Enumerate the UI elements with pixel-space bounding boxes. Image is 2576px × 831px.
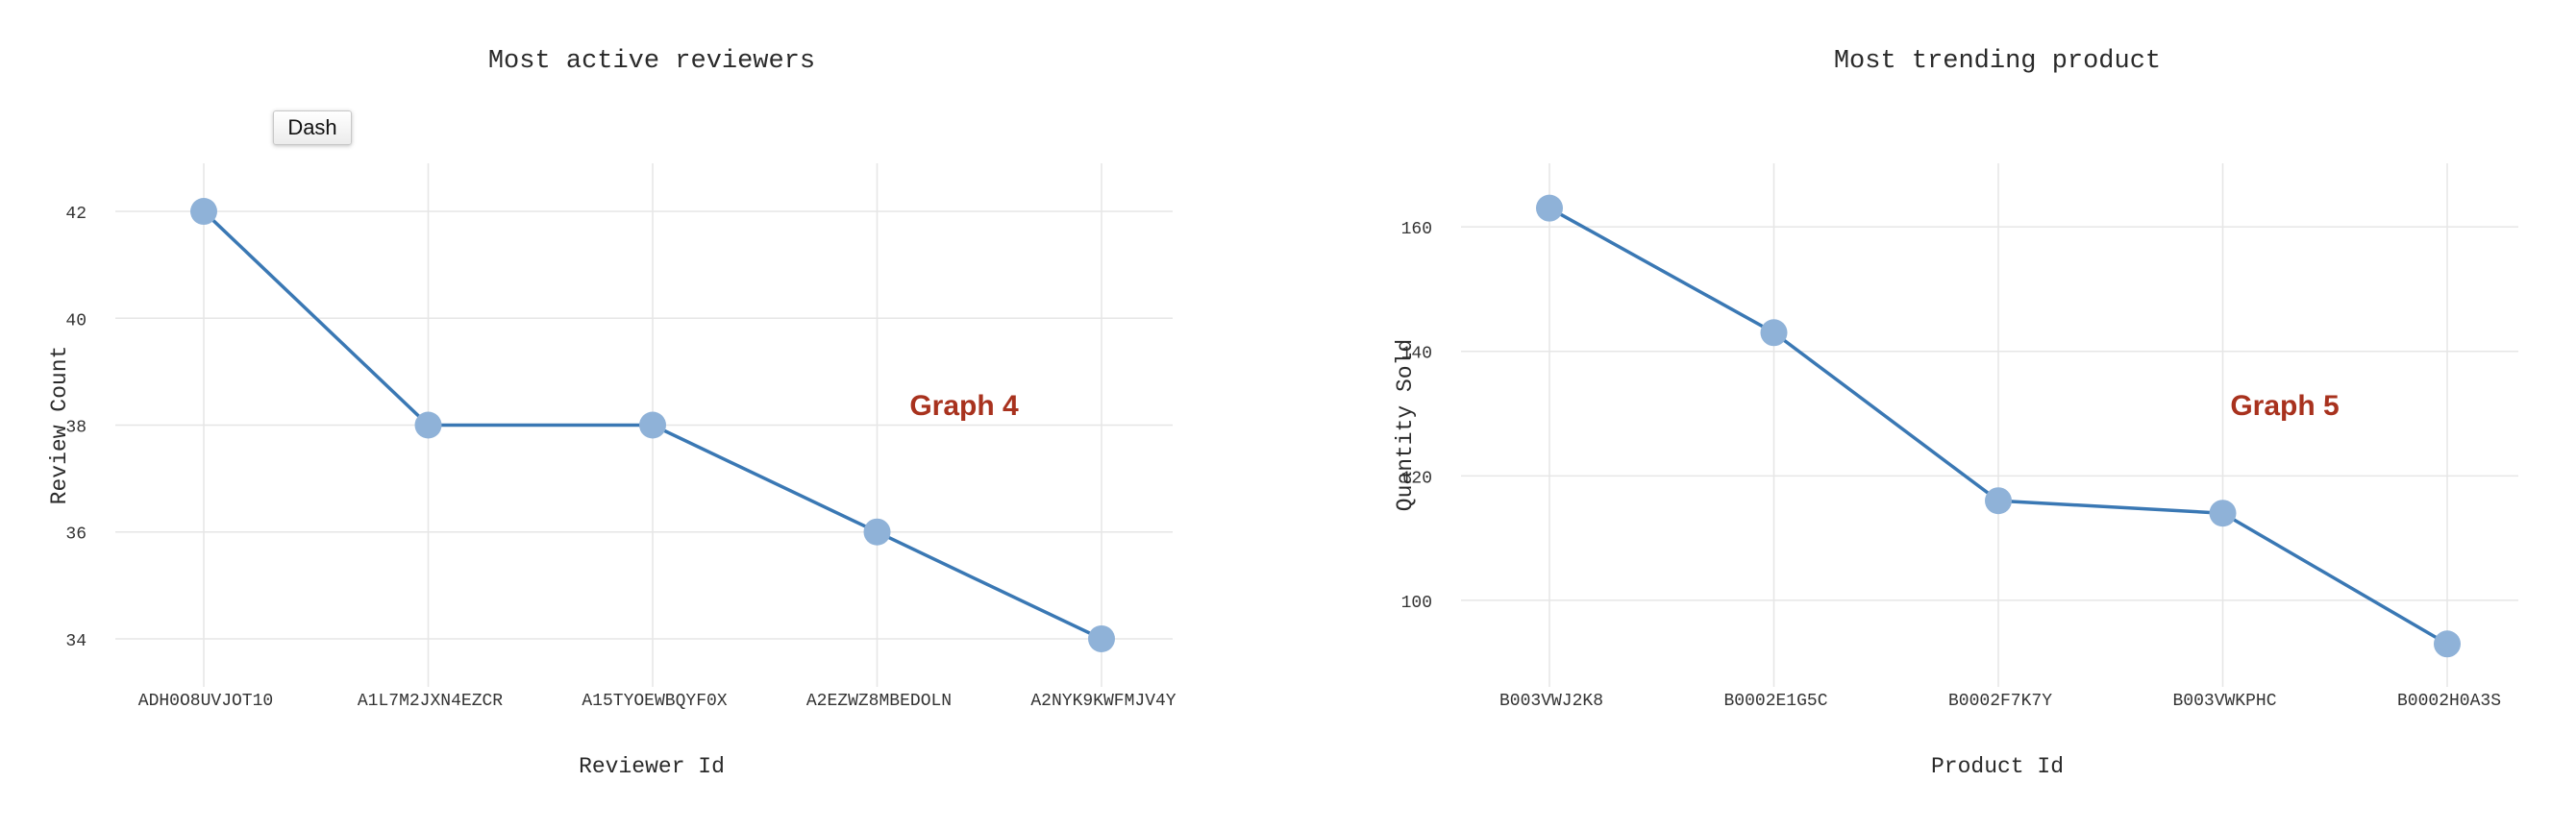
chart-most-active-reviewers: 34 36 38 40 42 ADH0O8UVJOT10 A1L7M2JXN4EZCR A15… bbox=[47, 47, 1177, 779]
x-tick-label: A2NYK9KWFMJV4Y bbox=[1030, 692, 1176, 711]
data-point bbox=[863, 518, 891, 546]
data-point bbox=[639, 411, 666, 439]
x-tick-label: B0002F7K7Y bbox=[1948, 692, 2052, 711]
data-point bbox=[2209, 500, 2237, 527]
graph-annotation: Graph 5 bbox=[2230, 390, 2339, 422]
x-axis-title: Product Id bbox=[1931, 754, 2064, 779]
data-point bbox=[1536, 194, 1563, 222]
y-tick-label: 160 bbox=[1401, 220, 1432, 239]
y-tick-label: 38 bbox=[65, 419, 87, 438]
x-tick-label: A1L7M2JXN4EZCR bbox=[358, 692, 503, 711]
x-tick-label: B0002E1G5C bbox=[1723, 692, 1827, 711]
data-point bbox=[1760, 319, 1788, 347]
x-tick-label: B003VWKPHC bbox=[2172, 692, 2276, 711]
y-tick-label: 120 bbox=[1401, 469, 1432, 488]
y-tick-label: 34 bbox=[65, 632, 87, 651]
y-tick-label: 40 bbox=[65, 311, 87, 330]
data-point bbox=[414, 411, 442, 439]
y-tick-label: 100 bbox=[1401, 594, 1432, 613]
data-point bbox=[2434, 630, 2461, 658]
data-point bbox=[1088, 624, 1115, 652]
x-tick-label: A2EZWZ8MBEDOLN bbox=[806, 692, 952, 711]
data-point bbox=[1985, 487, 2012, 515]
x-tick-label: B0002H0A3S bbox=[2397, 692, 2501, 711]
chart-most-trending-product: 100 120 140 160 B003VWJ2K8 B0002E1G5C B0002F7K… bbox=[1393, 47, 2518, 779]
y-tick-label: 140 bbox=[1401, 345, 1432, 364]
x-tick-label: ADH0O8UVJOT10 bbox=[138, 692, 273, 711]
data-point bbox=[190, 198, 217, 226]
y-axis-title: Review Count bbox=[47, 346, 72, 505]
chart-title: Most active reviewers bbox=[488, 47, 815, 76]
y-axis-title: Quantity Sold bbox=[1393, 339, 1418, 511]
x-tick-label: A15TYOEWBQYF0X bbox=[582, 692, 727, 711]
chart-title: Most trending product bbox=[1834, 47, 2161, 76]
dash-button[interactable]: Dash bbox=[273, 110, 352, 145]
y-tick-label: 36 bbox=[65, 525, 87, 545]
x-tick-label: B003VWJ2K8 bbox=[1499, 692, 1603, 711]
graph-annotation: Graph 4 bbox=[909, 390, 1019, 422]
x-axis-title: Reviewer Id bbox=[579, 754, 725, 779]
y-tick-label: 42 bbox=[65, 205, 87, 224]
